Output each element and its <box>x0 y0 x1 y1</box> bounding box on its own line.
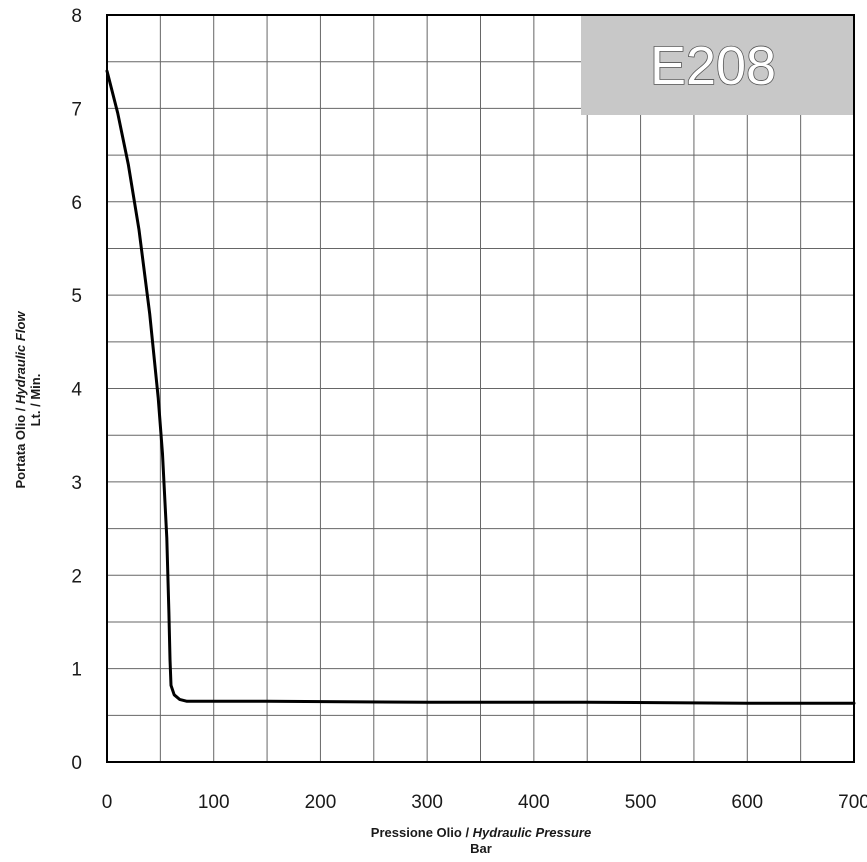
y-tick-label: 2 <box>71 566 82 587</box>
y-axis-title-plain: Portata Olio / <box>13 404 28 489</box>
x-axis-unit: Bar <box>470 841 492 856</box>
plot-frame <box>106 14 855 763</box>
x-tick-label: 600 <box>731 792 763 813</box>
y-tick-label: 0 <box>71 753 82 774</box>
series <box>105 69 856 705</box>
x-axis-title-plain: Pressione Olio / <box>371 825 473 840</box>
model-badge: E208 <box>581 15 854 115</box>
series-line <box>105 69 856 705</box>
x-tick-label: 700 <box>838 792 867 813</box>
x-tick-label: 400 <box>518 792 550 813</box>
x-axis-title: Pressione Olio / Hydraulic Pressure <box>371 825 591 840</box>
y-tick-label: 7 <box>71 99 82 120</box>
x-tick-label: 500 <box>625 792 657 813</box>
tick-labels: 0 100 200 300 400 500 600 700 0 1 2 3 4 5 6 7 8 <box>71 6 867 813</box>
y-axis-title: Portata Olio / Hydraulic Flow <box>13 311 28 489</box>
y-tick-label: 6 <box>71 193 82 214</box>
x-tick-label: 100 <box>198 792 230 813</box>
y-tick-label: 3 <box>71 473 82 494</box>
model-badge-text: E208 <box>650 36 776 96</box>
y-tick-label: 4 <box>71 380 82 401</box>
grid <box>107 15 854 762</box>
y-tick-label: 8 <box>71 6 82 27</box>
x-tick-label: 300 <box>411 792 443 813</box>
x-tick-label: 200 <box>305 792 337 813</box>
model-badge-background <box>581 15 854 115</box>
y-tick-label: 5 <box>71 286 82 307</box>
y-axis-title-italic: Hydraulic Flow <box>13 311 28 404</box>
x-axis-title-italic: Hydraulic Pressure <box>473 825 592 840</box>
x-tick-label: 0 <box>102 792 113 813</box>
y-axis-unit: Lt. / Min. <box>28 374 43 427</box>
y-tick-label: 1 <box>71 660 82 681</box>
